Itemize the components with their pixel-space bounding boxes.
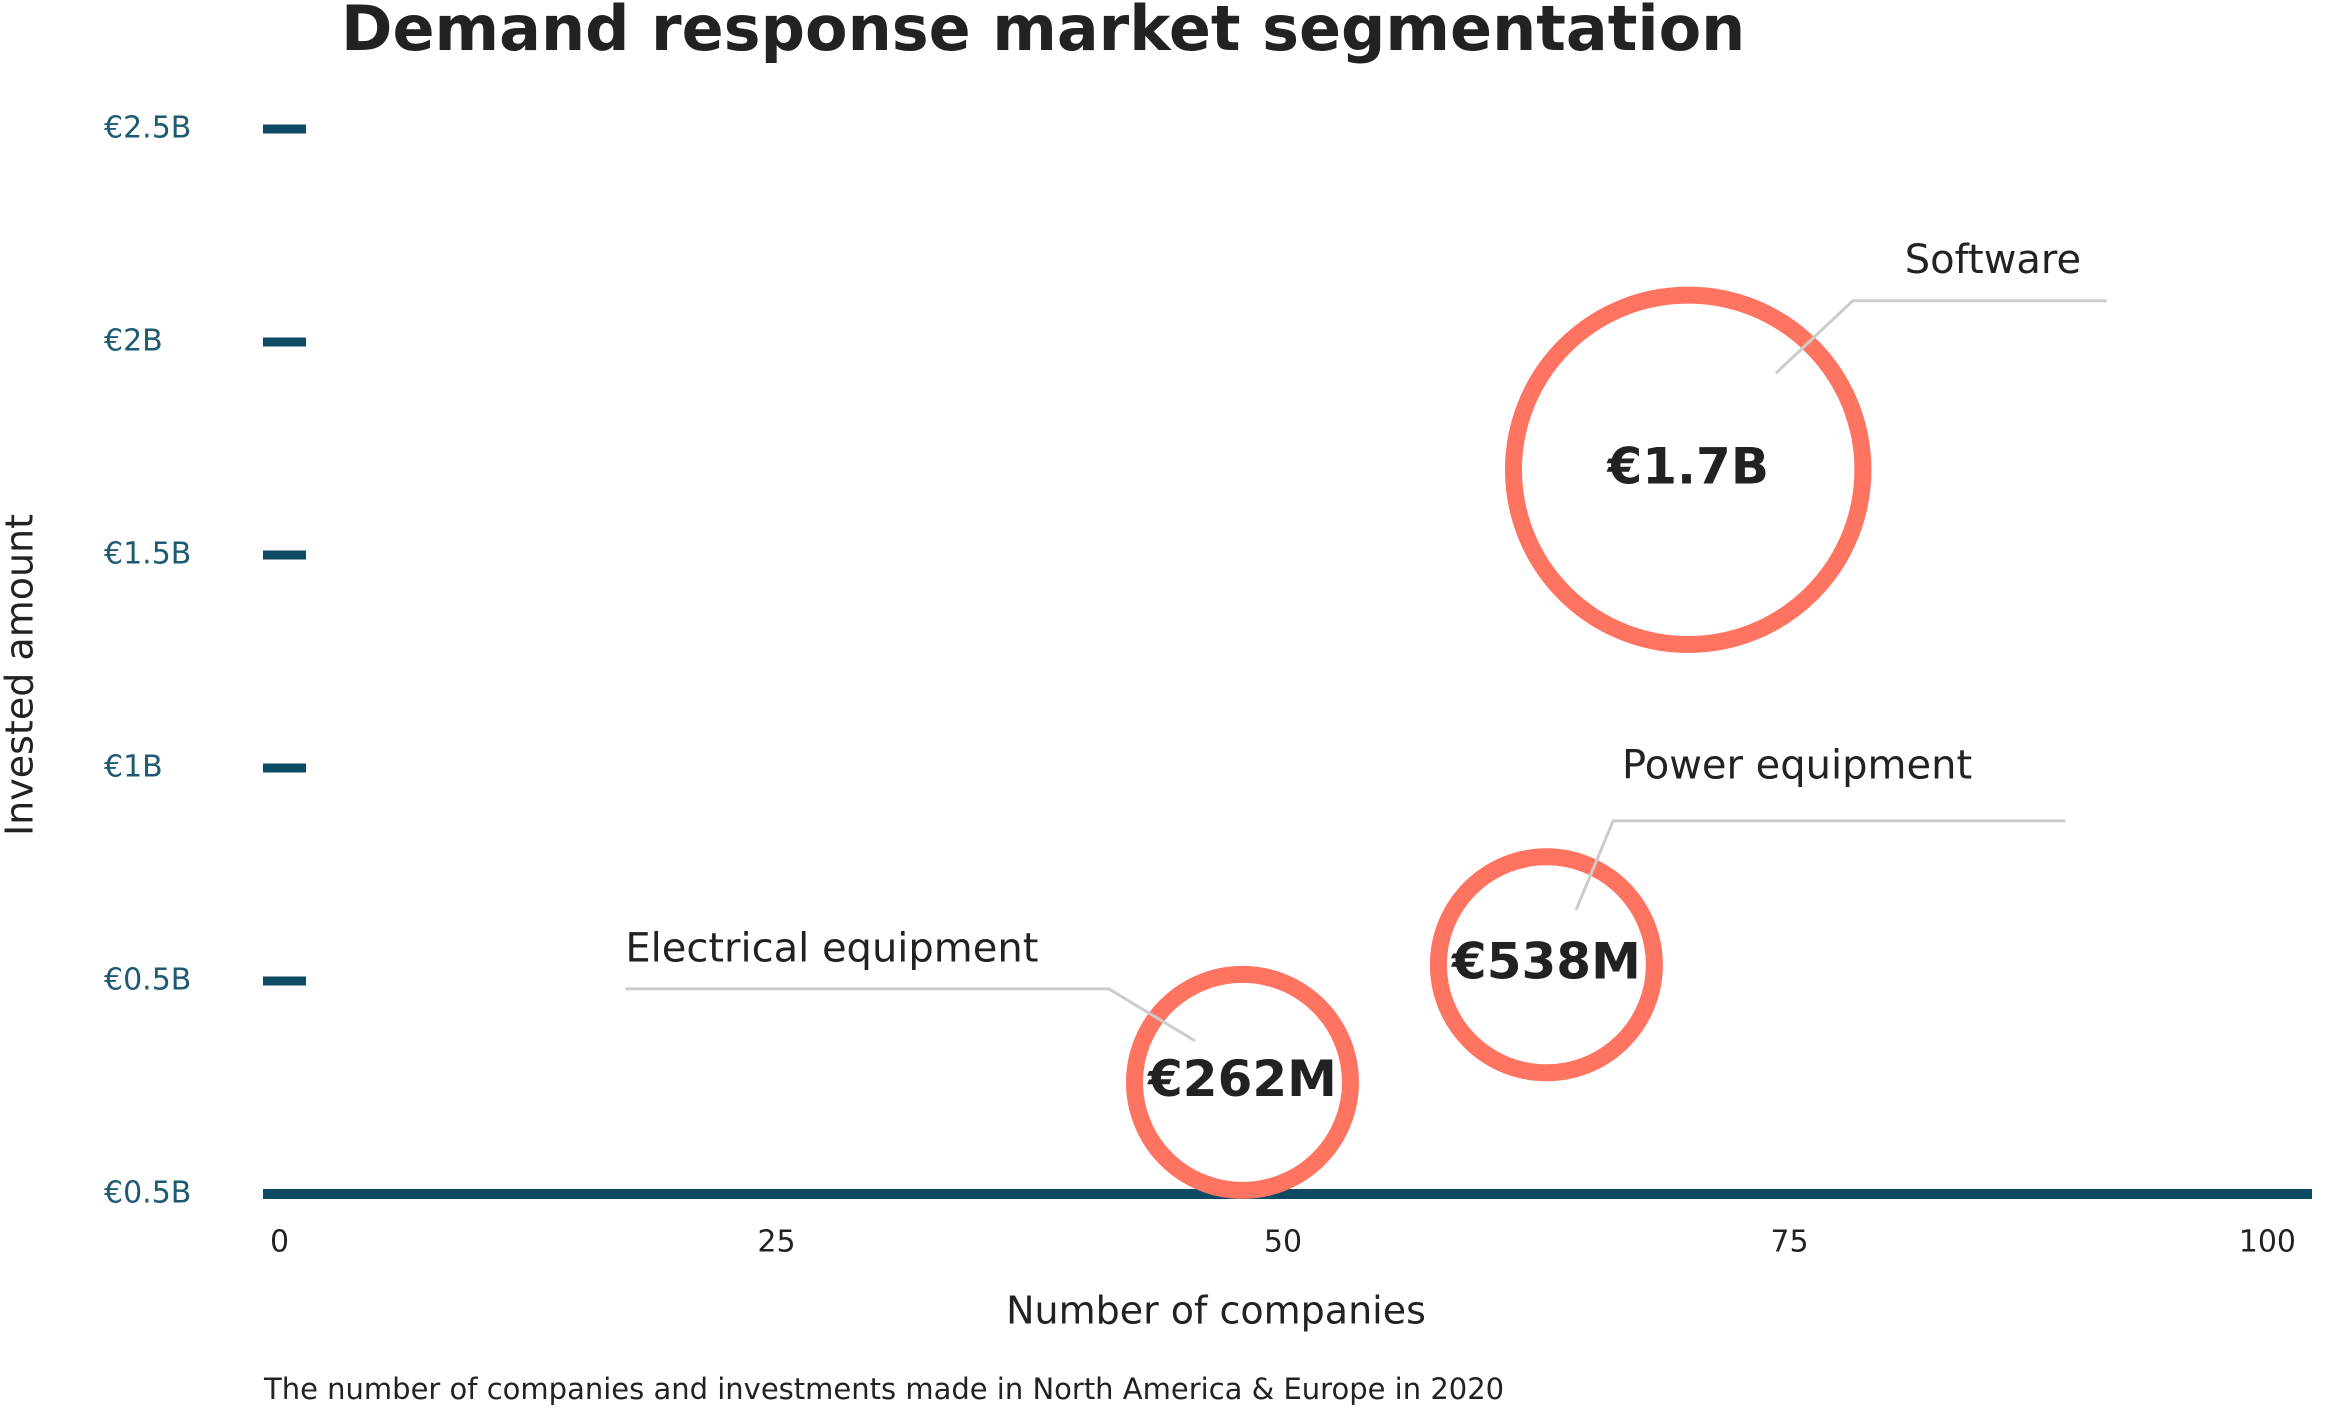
leader-line — [1774, 299, 2107, 375]
x-tick-label: 0 — [270, 1225, 289, 1260]
series-label: Software — [1905, 237, 2081, 283]
y-tick-label: €1.5B — [104, 537, 191, 572]
x-tick-label: 50 — [1264, 1225, 1302, 1260]
y-tick-label: €0.5B — [104, 1176, 191, 1211]
series-label: Power equipment — [1622, 743, 1972, 789]
leader-line — [625, 987, 1196, 1043]
series-label: Electrical equipment — [625, 925, 1038, 971]
x-tick-label: 25 — [757, 1225, 795, 1260]
bubble — [1125, 965, 1359, 1199]
y-axis-label: Invested amount — [0, 514, 42, 836]
subtitle: The number of companies and investments … — [263, 1372, 1504, 1406]
value-label: €262M — [1147, 1050, 1337, 1108]
x-axis-label: Number of companies — [1006, 1289, 1426, 1333]
bubble — [1504, 286, 1872, 654]
value-label: €538M — [1451, 932, 1641, 990]
value-label: €1.7B — [1606, 437, 1768, 495]
bubble — [1429, 848, 1663, 1082]
leader-line — [1574, 819, 2066, 911]
chart-title: Demand response market segmentation — [341, 0, 1745, 65]
y-tick-label: €2B — [104, 324, 163, 359]
y-tick-label: €0.5B — [104, 963, 191, 998]
y-tick-label: €1B — [104, 750, 163, 785]
x-tick-label: 75 — [1770, 1225, 1808, 1260]
y-tick-label: €2.5B — [104, 111, 191, 146]
x-tick-label: 100 — [2239, 1225, 2296, 1260]
